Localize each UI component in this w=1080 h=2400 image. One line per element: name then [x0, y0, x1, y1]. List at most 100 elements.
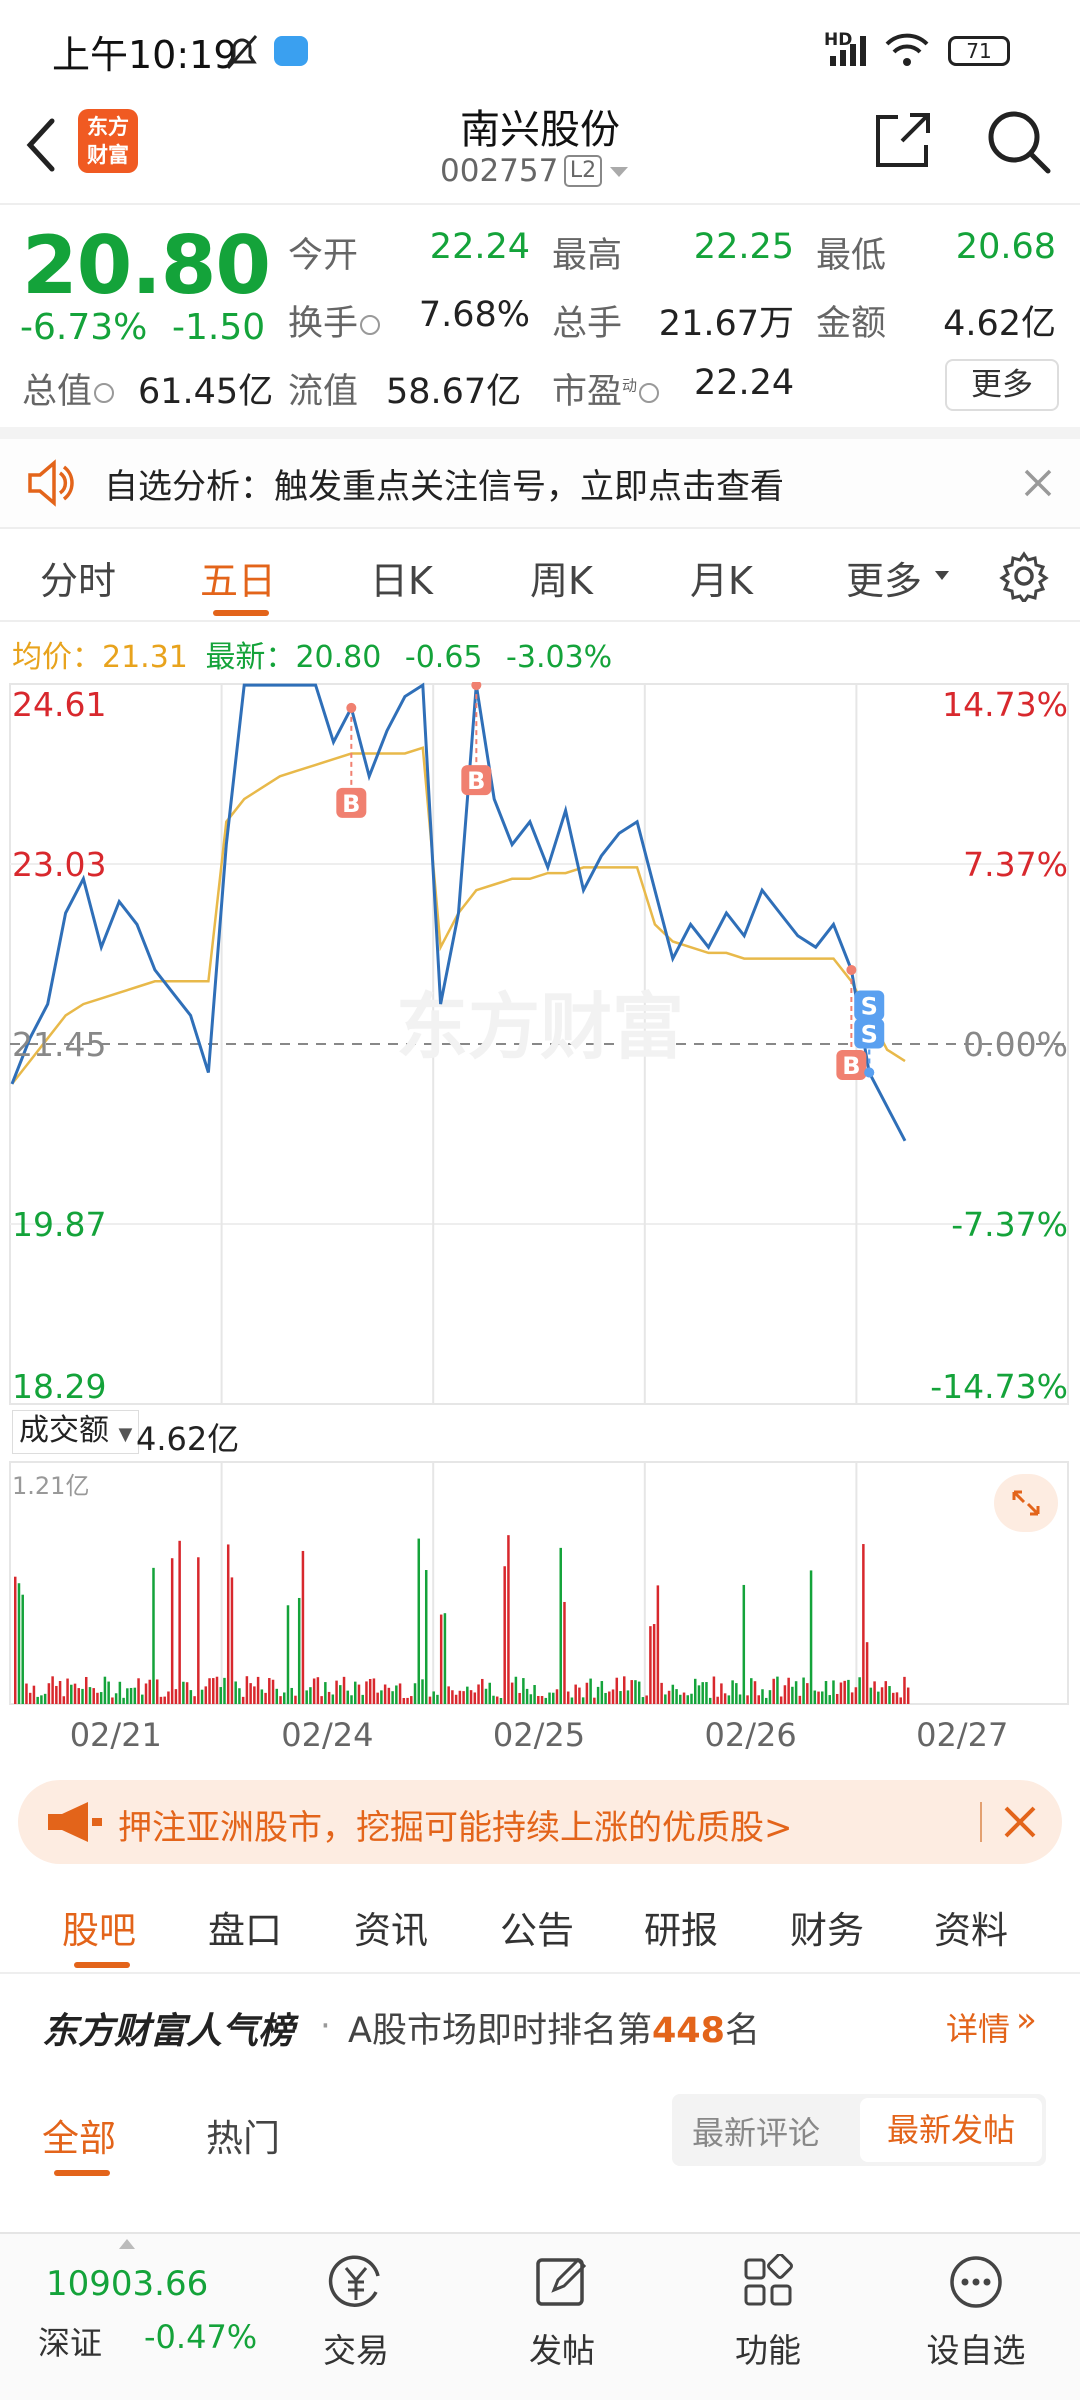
volume-bar: [264, 1692, 267, 1704]
post-button[interactable]: 发帖: [502, 2254, 622, 2372]
close-icon[interactable]: [1020, 465, 1056, 501]
search-icon[interactable]: [984, 107, 1054, 177]
tab-monthly-k[interactable]: 月K: [690, 559, 753, 603]
add-watchlist-button[interactable]: 设自选: [916, 2254, 1036, 2372]
analysis-banner[interactable]: 自选分析：触发重点关注信号，立即点击查看: [0, 427, 1080, 529]
volume-bar: [77, 1688, 81, 1704]
volume-bar: [458, 1690, 462, 1704]
volume-bar: [148, 1679, 152, 1704]
wifi-icon: [885, 33, 929, 66]
chart-x-labels: 02/21 02/24 02/25 02/26 02/27: [70, 1716, 1009, 1754]
volume-bar: [96, 1692, 99, 1704]
volume-bar: [118, 1681, 122, 1704]
volume-bar: [477, 1684, 480, 1704]
volume-bar: [301, 1550, 305, 1704]
tab-pankou[interactable]: 盘口: [208, 1909, 282, 1952]
volume-bar: [51, 1676, 54, 1704]
rank-detail-link[interactable]: 详情: [946, 2010, 1011, 2048]
eastmoney-logo[interactable]: 东方 财富: [78, 109, 138, 173]
volume-bar: [62, 1696, 66, 1704]
sort-latest-post[interactable]: 最新发帖: [860, 2098, 1042, 2162]
volume-bar: [581, 1697, 585, 1704]
volume-bar: [806, 1683, 809, 1704]
filter-hot[interactable]: 热门: [206, 2117, 280, 2160]
marker-dot: [846, 964, 857, 975]
chart-grid: [9, 683, 1069, 1705]
x-label: 02/21: [70, 1716, 162, 1754]
volume-bar: [391, 1691, 394, 1704]
tab-daily-k[interactable]: 日K: [370, 559, 433, 603]
volume-bar: [114, 1693, 118, 1704]
tab-weekly-k[interactable]: 周K: [530, 559, 593, 603]
volume-bar: [686, 1695, 690, 1704]
x-label: 02/24: [281, 1716, 373, 1754]
index-name: 深证: [38, 2324, 103, 2362]
volume-bar: [320, 1696, 323, 1704]
stock-name: 南兴股份: [460, 107, 620, 153]
functions-label: 功能: [735, 2331, 801, 2370]
marker-dot: [346, 702, 357, 713]
volume-bar: [383, 1684, 387, 1704]
volume-bar: [892, 1692, 895, 1704]
dropdown-caret-icon[interactable]: [608, 165, 630, 179]
volume-bar: [832, 1680, 835, 1704]
tab-news[interactable]: 资讯: [354, 1909, 428, 1952]
expand-chart-button[interactable]: [994, 1474, 1058, 1532]
tab-finance[interactable]: 财务: [790, 1909, 864, 1952]
volume-bar: [376, 1692, 379, 1704]
volume-bar: [309, 1687, 312, 1704]
volume-bar: [174, 1689, 178, 1704]
volume-bar: [14, 1576, 17, 1704]
rank-brand: 东方财富人气榜: [42, 2011, 295, 2052]
info-icon[interactable]: [360, 315, 381, 335]
bottom-navigation: 10903.66 深证 -0.47% 交易 发帖 功能 设自选: [0, 2232, 1080, 2400]
volume-bar: [693, 1678, 697, 1704]
tab-guba[interactable]: 股吧: [62, 1909, 136, 1952]
tab-five-day[interactable]: 五日: [200, 559, 277, 603]
volume-bar: [884, 1681, 888, 1704]
volume-bar: [604, 1692, 607, 1704]
trade-button[interactable]: 交易: [296, 2254, 416, 2372]
info-icon[interactable]: [94, 383, 115, 403]
index-value[interactable]: 10903.66: [46, 2264, 209, 2304]
volume-bar: [155, 1679, 159, 1704]
volume-bar: [828, 1695, 831, 1704]
level2-badge[interactable]: L2: [564, 155, 602, 187]
back-arrow-icon[interactable]: [18, 115, 62, 175]
info-icon[interactable]: [639, 383, 660, 403]
volume-bar: [701, 1682, 704, 1704]
tab-research[interactable]: 研报: [644, 1909, 718, 1952]
y-label-right: -7.37%: [951, 1205, 1068, 1244]
volume-bar: [503, 1566, 506, 1704]
volume-bar: [353, 1681, 357, 1704]
more-quote-button[interactable]: 更多: [945, 359, 1059, 411]
promo-close-icon[interactable]: [1002, 1804, 1038, 1840]
volume-bar: [608, 1691, 611, 1704]
functions-button[interactable]: 功能: [708, 2253, 828, 2372]
filter-all[interactable]: 全部: [42, 2117, 116, 2160]
index-up-caret-icon: [119, 2239, 135, 2249]
promo-banner[interactable]: 押注亚洲股市，挖掘可能持续上涨的优质股>: [18, 1780, 1062, 1864]
volume-bar: [615, 1677, 619, 1704]
share-icon[interactable]: [872, 109, 934, 171]
volume-bar: [417, 1538, 421, 1704]
volume-type-select[interactable]: 成交额 ▼: [12, 1410, 140, 1454]
volume-bar: [182, 1681, 185, 1704]
tab-profile[interactable]: 资料: [934, 1909, 1008, 1952]
volume-bar: [723, 1693, 727, 1704]
tab-more[interactable]: 更多: [846, 559, 923, 603]
volume-bar: [630, 1680, 633, 1704]
settings-gear-icon[interactable]: [998, 550, 1050, 602]
tab-intraday[interactable]: 分时: [40, 559, 117, 603]
tab-announcements[interactable]: 公告: [500, 1909, 574, 1952]
volume-bar: [645, 1695, 648, 1704]
sort-toggle: 最新评论 最新发帖: [672, 2094, 1046, 2166]
volume-bar: [234, 1681, 237, 1704]
popularity-rank[interactable]: 东方财富人气榜 · A股市场即时排名第448名 详情 »: [0, 1990, 1080, 2065]
volume-bar: [92, 1688, 95, 1704]
volume-max-label: 1.21亿: [12, 1472, 90, 1500]
index-change: -0.47%: [144, 2318, 258, 2356]
sell-marker: [854, 1018, 885, 1049]
sort-latest-comment[interactable]: 最新评论: [692, 2114, 821, 2152]
